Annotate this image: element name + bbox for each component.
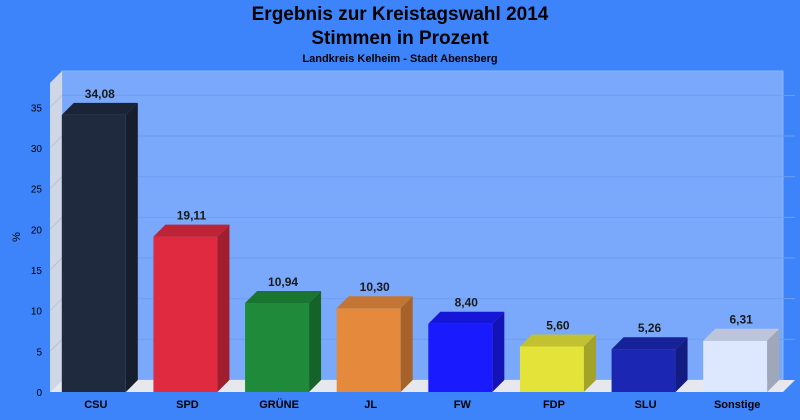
data-label: 10,94: [268, 275, 298, 289]
gridline-side: [49, 135, 63, 149]
x-tick-label: GRÜNE: [259, 398, 299, 411]
plot-floor: [50, 380, 795, 392]
bar: [428, 323, 493, 392]
y-tick-label: 20: [31, 225, 43, 236]
gridline-side: [49, 338, 63, 352]
gridline-side: [49, 217, 63, 230]
gridline-side: [49, 298, 63, 312]
x-tick-label: SPD: [176, 399, 199, 411]
bar-top: [519, 334, 596, 347]
bar-side: [217, 224, 230, 392]
bar: [703, 340, 768, 392]
x-tick-label: Sonstige: [714, 399, 760, 411]
bar: [336, 308, 401, 392]
bar-top: [153, 224, 230, 237]
y-axis-label: %: [11, 232, 23, 242]
bar-side: [583, 334, 596, 392]
chart-title: Ergebnis zur Kreistagswahl 2014: [251, 4, 549, 25]
x-tick-label: SLU: [635, 399, 657, 411]
y-tick-label: 25: [31, 185, 43, 196]
y-tick-label: 15: [31, 266, 43, 277]
bar: [519, 346, 584, 392]
x-tick-label: FDP: [543, 399, 565, 411]
bar-side: [767, 328, 780, 392]
y-tick-label: 5: [36, 347, 42, 358]
bar: [61, 114, 126, 392]
bar-top: [245, 291, 322, 304]
x-tick-label: CSU: [84, 399, 107, 411]
x-tick-label: FW: [454, 399, 472, 411]
data-label: 10,30: [360, 280, 390, 294]
y-tick-label: 0: [36, 388, 42, 399]
data-label: 34,08: [85, 87, 115, 101]
y-tick-label: 35: [31, 103, 43, 114]
data-label: 19,11: [177, 209, 207, 223]
data-label: 5,60: [546, 318, 570, 332]
data-label: 6,31: [730, 313, 754, 327]
chart-subtitle: Stimmen in Prozent: [311, 28, 489, 49]
plot-left-wall: [50, 71, 62, 392]
bar-side: [309, 291, 322, 392]
bar-side: [400, 296, 413, 392]
gridline-side: [49, 176, 63, 190]
bar: [153, 236, 218, 392]
bar-side: [675, 337, 688, 392]
data-label: 8,40: [455, 296, 479, 310]
bar-top: [336, 296, 413, 309]
gridline-side: [49, 95, 63, 108]
y-tick-label: 10: [31, 307, 43, 318]
gridline-side: [49, 257, 63, 271]
y-tick-label: 30: [31, 144, 43, 155]
bar: [611, 349, 676, 392]
bar-top: [703, 328, 780, 341]
chart-caption: Landkreis Kelheim - Stadt Abensberg: [302, 53, 498, 65]
data-label: 5,26: [638, 321, 662, 335]
bar-side: [125, 102, 138, 392]
x-tick-label: JL: [364, 399, 377, 411]
bar-top: [611, 337, 688, 350]
bar-top: [61, 102, 138, 115]
bar-side: [492, 311, 505, 392]
bar-top: [428, 311, 505, 324]
bar: [245, 303, 310, 392]
